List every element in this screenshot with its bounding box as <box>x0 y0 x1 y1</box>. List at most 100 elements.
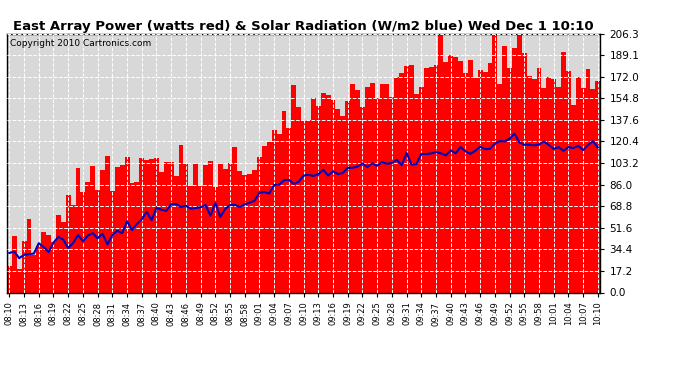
Bar <box>551 79 556 292</box>
Bar <box>119 165 125 292</box>
Bar <box>360 108 365 292</box>
Bar <box>468 60 473 292</box>
Bar <box>218 164 223 292</box>
Bar <box>355 90 360 292</box>
Bar <box>566 71 571 292</box>
Bar <box>542 88 546 292</box>
Bar <box>203 165 208 292</box>
Bar <box>380 84 384 292</box>
Bar <box>477 70 482 292</box>
Bar <box>502 46 507 292</box>
Bar <box>375 98 380 292</box>
Bar <box>331 100 335 292</box>
Bar <box>438 34 444 292</box>
Bar <box>556 87 561 292</box>
Bar <box>473 78 477 292</box>
Bar <box>115 167 119 292</box>
Bar <box>179 145 184 292</box>
Bar <box>169 162 174 292</box>
Bar <box>522 53 526 292</box>
Bar <box>384 84 389 292</box>
Bar <box>174 176 179 292</box>
Bar <box>448 55 453 292</box>
Bar <box>110 191 115 292</box>
Bar <box>414 94 419 292</box>
Bar <box>51 242 56 292</box>
Bar <box>81 192 86 292</box>
Bar <box>139 158 144 292</box>
Bar <box>252 170 257 292</box>
Bar <box>61 222 66 292</box>
Bar <box>12 236 17 292</box>
Bar <box>277 134 282 292</box>
Bar <box>86 182 90 292</box>
Bar <box>311 98 316 292</box>
Bar <box>394 77 400 292</box>
Bar <box>419 87 424 292</box>
Bar <box>497 84 502 292</box>
Bar <box>159 172 164 292</box>
Bar <box>428 67 433 292</box>
Bar <box>424 68 428 292</box>
Bar <box>586 69 591 292</box>
Bar <box>105 156 110 292</box>
Bar <box>286 128 291 292</box>
Bar <box>537 68 542 292</box>
Bar <box>351 84 355 292</box>
Bar <box>340 116 345 292</box>
Bar <box>517 34 522 292</box>
Bar <box>316 106 321 292</box>
Bar <box>242 175 247 292</box>
Bar <box>433 65 438 292</box>
Bar <box>581 88 586 292</box>
Bar <box>17 269 21 292</box>
Bar <box>125 157 130 292</box>
Bar <box>389 98 394 292</box>
Bar <box>213 188 218 292</box>
Bar <box>184 164 188 292</box>
Bar <box>444 62 448 292</box>
Bar <box>46 235 51 292</box>
Bar <box>591 89 595 292</box>
Bar <box>66 195 70 292</box>
Bar <box>237 171 242 292</box>
Bar <box>296 106 301 292</box>
Bar <box>32 255 37 292</box>
Bar <box>507 68 512 292</box>
Bar <box>409 65 414 292</box>
Bar <box>561 53 566 292</box>
Bar <box>345 101 351 292</box>
Bar <box>7 266 12 292</box>
Title: East Array Power (watts red) & Solar Radiation (W/m2 blue) Wed Dec 1 10:10: East Array Power (watts red) & Solar Rad… <box>13 20 594 33</box>
Bar <box>400 74 404 292</box>
Bar <box>321 93 326 292</box>
Bar <box>154 158 159 292</box>
Bar <box>512 48 517 292</box>
Bar <box>282 111 286 292</box>
Bar <box>595 81 600 292</box>
Bar <box>272 130 277 292</box>
Bar <box>188 186 193 292</box>
Bar <box>546 76 551 292</box>
Bar <box>571 105 575 292</box>
Bar <box>326 94 331 292</box>
Bar <box>247 174 252 292</box>
Bar <box>531 80 537 292</box>
Bar <box>365 87 370 292</box>
Bar <box>76 168 81 292</box>
Bar <box>223 170 228 292</box>
Bar <box>575 77 581 292</box>
Bar <box>228 163 233 292</box>
Bar <box>193 164 198 292</box>
Bar <box>144 160 149 292</box>
Bar <box>526 76 531 292</box>
Bar <box>37 246 41 292</box>
Bar <box>291 85 296 292</box>
Bar <box>301 122 306 292</box>
Bar <box>233 147 237 292</box>
Bar <box>488 63 493 292</box>
Bar <box>257 157 262 292</box>
Bar <box>41 232 46 292</box>
Bar <box>130 183 135 292</box>
Bar <box>306 120 311 292</box>
